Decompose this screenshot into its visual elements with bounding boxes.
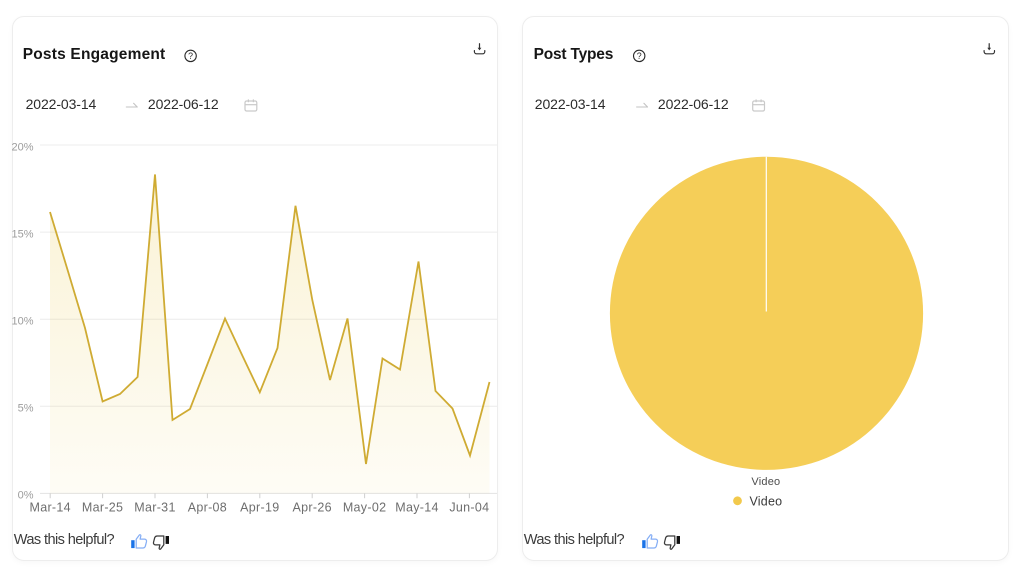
- svg-text:Jun-04: Jun-04: [449, 500, 489, 514]
- svg-text:Apr-26: Apr-26: [293, 500, 332, 514]
- svg-text:10%: 10%: [11, 316, 33, 328]
- svg-text:Video: Video: [750, 494, 783, 508]
- svg-text:Mar-25: Mar-25: [82, 500, 123, 514]
- svg-text:Apr-19: Apr-19: [240, 500, 279, 514]
- svg-text:Mar-31: Mar-31: [134, 500, 175, 514]
- svg-text:0%: 0%: [18, 490, 34, 502]
- svg-text:?: ?: [637, 51, 642, 61]
- svg-text:5%: 5%: [18, 403, 34, 415]
- svg-text:May-02: May-02: [343, 500, 386, 514]
- svg-text:Video: Video: [751, 476, 780, 488]
- svg-text:20%: 20%: [11, 141, 33, 153]
- svg-text:15%: 15%: [11, 228, 33, 240]
- svg-text:Mar-14: Mar-14: [29, 500, 70, 514]
- svg-text:Apr-08: Apr-08: [188, 500, 227, 514]
- svg-text:May-14: May-14: [395, 500, 438, 514]
- svg-text:?: ?: [188, 51, 193, 61]
